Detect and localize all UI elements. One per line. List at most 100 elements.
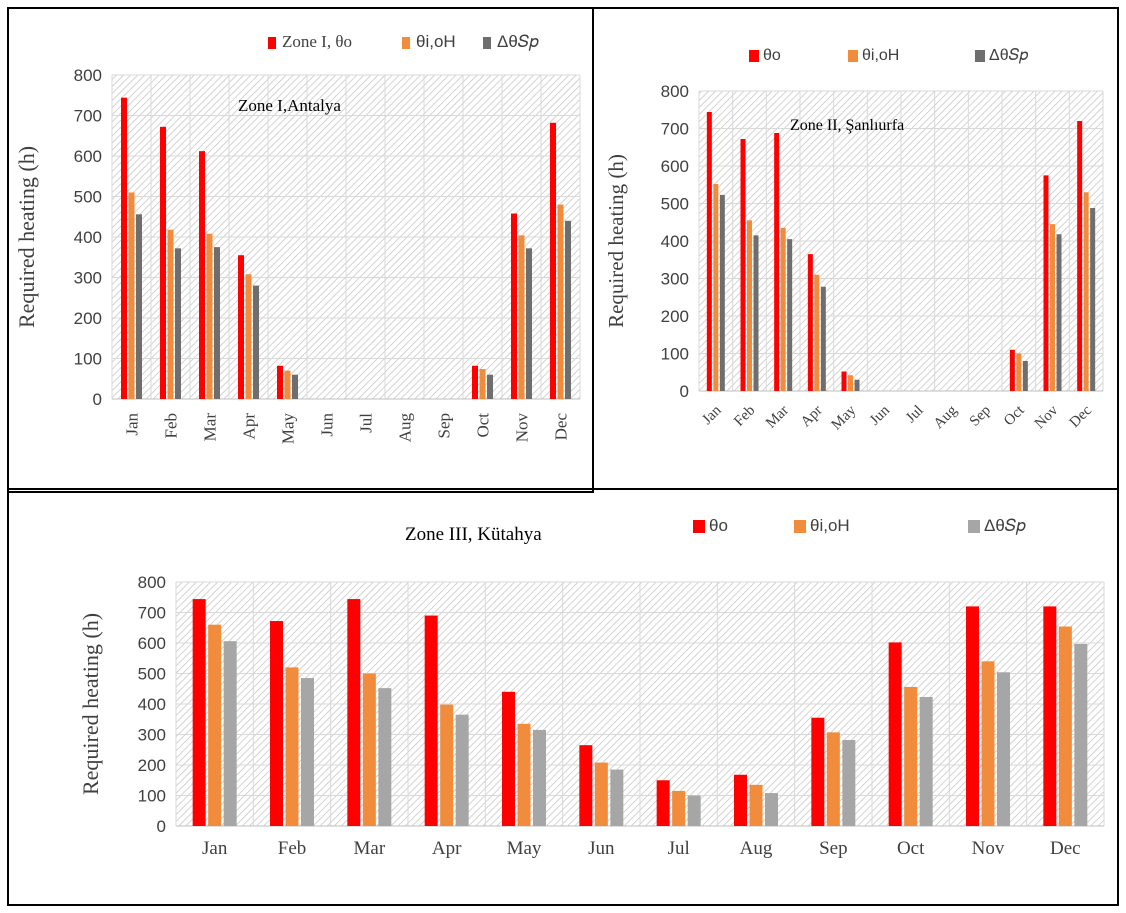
x-tick-label: Dec [1067,402,1096,431]
bar-dec-series-3 [1074,643,1088,826]
y-tick-label: 700 [138,603,166,622]
legend-label: θo [709,516,728,535]
x-tick-label: Aug [931,402,961,432]
bar-jan-series-2 [713,184,719,391]
chart-zone-1: 0 100 200 300 400 500 600 700 800 Jan Feb Mar Apr May… [14,32,581,444]
legend-swatch [749,50,759,62]
legend-label: Δθ𝑆𝑝 [989,47,1028,64]
x-tick-label: Feb [278,838,307,859]
legend-swatch [848,50,858,62]
x-tick-label: Mar [201,413,220,442]
bar-nov-series-1 [511,213,517,399]
bar-jan-series-3 [223,641,237,826]
x-tick-label: Aug [740,838,773,859]
x-tick-label: Jun [318,413,337,437]
bar-mar-series-1 [774,133,780,391]
legend-label: θo [763,47,781,64]
legend-swatch [975,50,985,62]
bar-mar-series-2 [362,673,376,826]
bar-nov-series-2 [981,661,995,826]
bar-oct-series-1 [1009,349,1015,391]
y-tick-label: 300 [661,269,689,288]
x-tick-label: Jun [867,402,893,428]
y-tick-label: 400 [661,232,689,251]
bar-mar-series-3 [214,247,220,399]
bar-dec-series-2 [1083,192,1089,391]
chart-zone-2: 0 100 200 300 400 500 600 700 800 Jan Feb Mar Apr May… [604,47,1104,433]
bar-nov-series-2 [1050,224,1055,391]
x-tick-label: Sep [819,838,848,859]
chart-title: Zone III, Kütahya [405,524,542,545]
bar-apr-series-2 [440,704,454,826]
bar-may-series-3 [854,379,860,391]
bar-feb-series-2 [747,220,752,391]
bar-feb-series-2 [285,667,299,826]
x-tick-label: Mar [354,838,386,859]
chart-panel-zone-1 [7,7,594,493]
x-tick-label: Aug [396,413,415,443]
bar-feb-series-3 [301,678,314,826]
y-tick-label: 100 [138,786,166,805]
x-tick-label: Feb [731,403,758,430]
bar-nov-series-3 [1056,234,1062,391]
legend-label: θi,oH [862,47,899,64]
bar-dec-series-3 [565,220,571,399]
y-tick-label: 100 [661,344,689,363]
x-tick-label: Apr [432,838,462,859]
bar-jan-series-2 [128,192,135,399]
bar-oct-series-1 [472,365,478,399]
bar-aug-series-3 [765,793,778,826]
bar-aug-series-1 [734,774,747,826]
y-tick-label: 0 [680,382,689,401]
y-axis-label: Required heating (h) [78,613,103,795]
legend-swatch [693,520,705,533]
bar-oct-series-1 [888,642,902,826]
chart-panel-zone-2 [593,7,1119,493]
y-tick-label: 200 [661,307,689,326]
bar-dec-series-1 [550,122,556,399]
bar-apr-series-2 [814,274,820,391]
bar-mar-series-3 [378,688,392,826]
x-tick-label: Jul [668,838,690,859]
chart-panel-zone-3 [7,488,1119,906]
bar-jan-series-1 [706,112,712,391]
bar-nov-series-1 [1043,175,1049,391]
y-tick-label: 400 [74,228,102,247]
x-tick-label: Jan [699,402,725,428]
x-tick-label: Oct [1001,402,1028,429]
bar-may-series-3 [533,729,546,826]
bar-nov-series-3 [997,672,1010,826]
y-tick-label: 100 [74,349,102,368]
bar-apr-series-1 [238,255,244,399]
legend-swatch [794,520,806,533]
x-tick-label: May [507,838,542,859]
bar-aug-series-2 [749,784,763,826]
bar-jun-series-2 [594,762,608,826]
bar-jan-series-2 [208,624,222,826]
x-tick-label: Nov [972,838,1005,859]
legend-label: θi,oH [810,516,850,535]
bar-may-series-3 [292,374,298,399]
bar-sep-series-1 [811,717,825,826]
bar-feb-series-1 [160,126,166,399]
legend-label: Δθ𝑆𝑝 [984,516,1026,535]
bar-mar-series-2 [206,233,213,399]
x-tick-label: Jan [202,838,228,859]
bar-may-series-2 [284,370,291,399]
bar-oct-series-2 [1016,353,1022,391]
y-tick-label: 200 [74,309,102,328]
x-tick-label: Mar [763,403,792,432]
x-tick-label: May [829,402,860,433]
bar-may-series-2 [848,375,853,391]
bar-apr-series-3 [820,286,826,391]
y-tick-label: 500 [74,187,102,206]
bar-mar-series-1 [347,599,361,826]
chart-title: Zone I,Antalya [238,96,341,115]
bar-jan-series-1 [192,599,206,826]
bar-oct-series-3 [487,374,493,399]
y-tick-label: 500 [661,194,689,213]
bar-apr-series-1 [807,254,813,391]
x-tick-label: Jul [357,413,376,433]
bar-mar-series-3 [787,239,793,391]
